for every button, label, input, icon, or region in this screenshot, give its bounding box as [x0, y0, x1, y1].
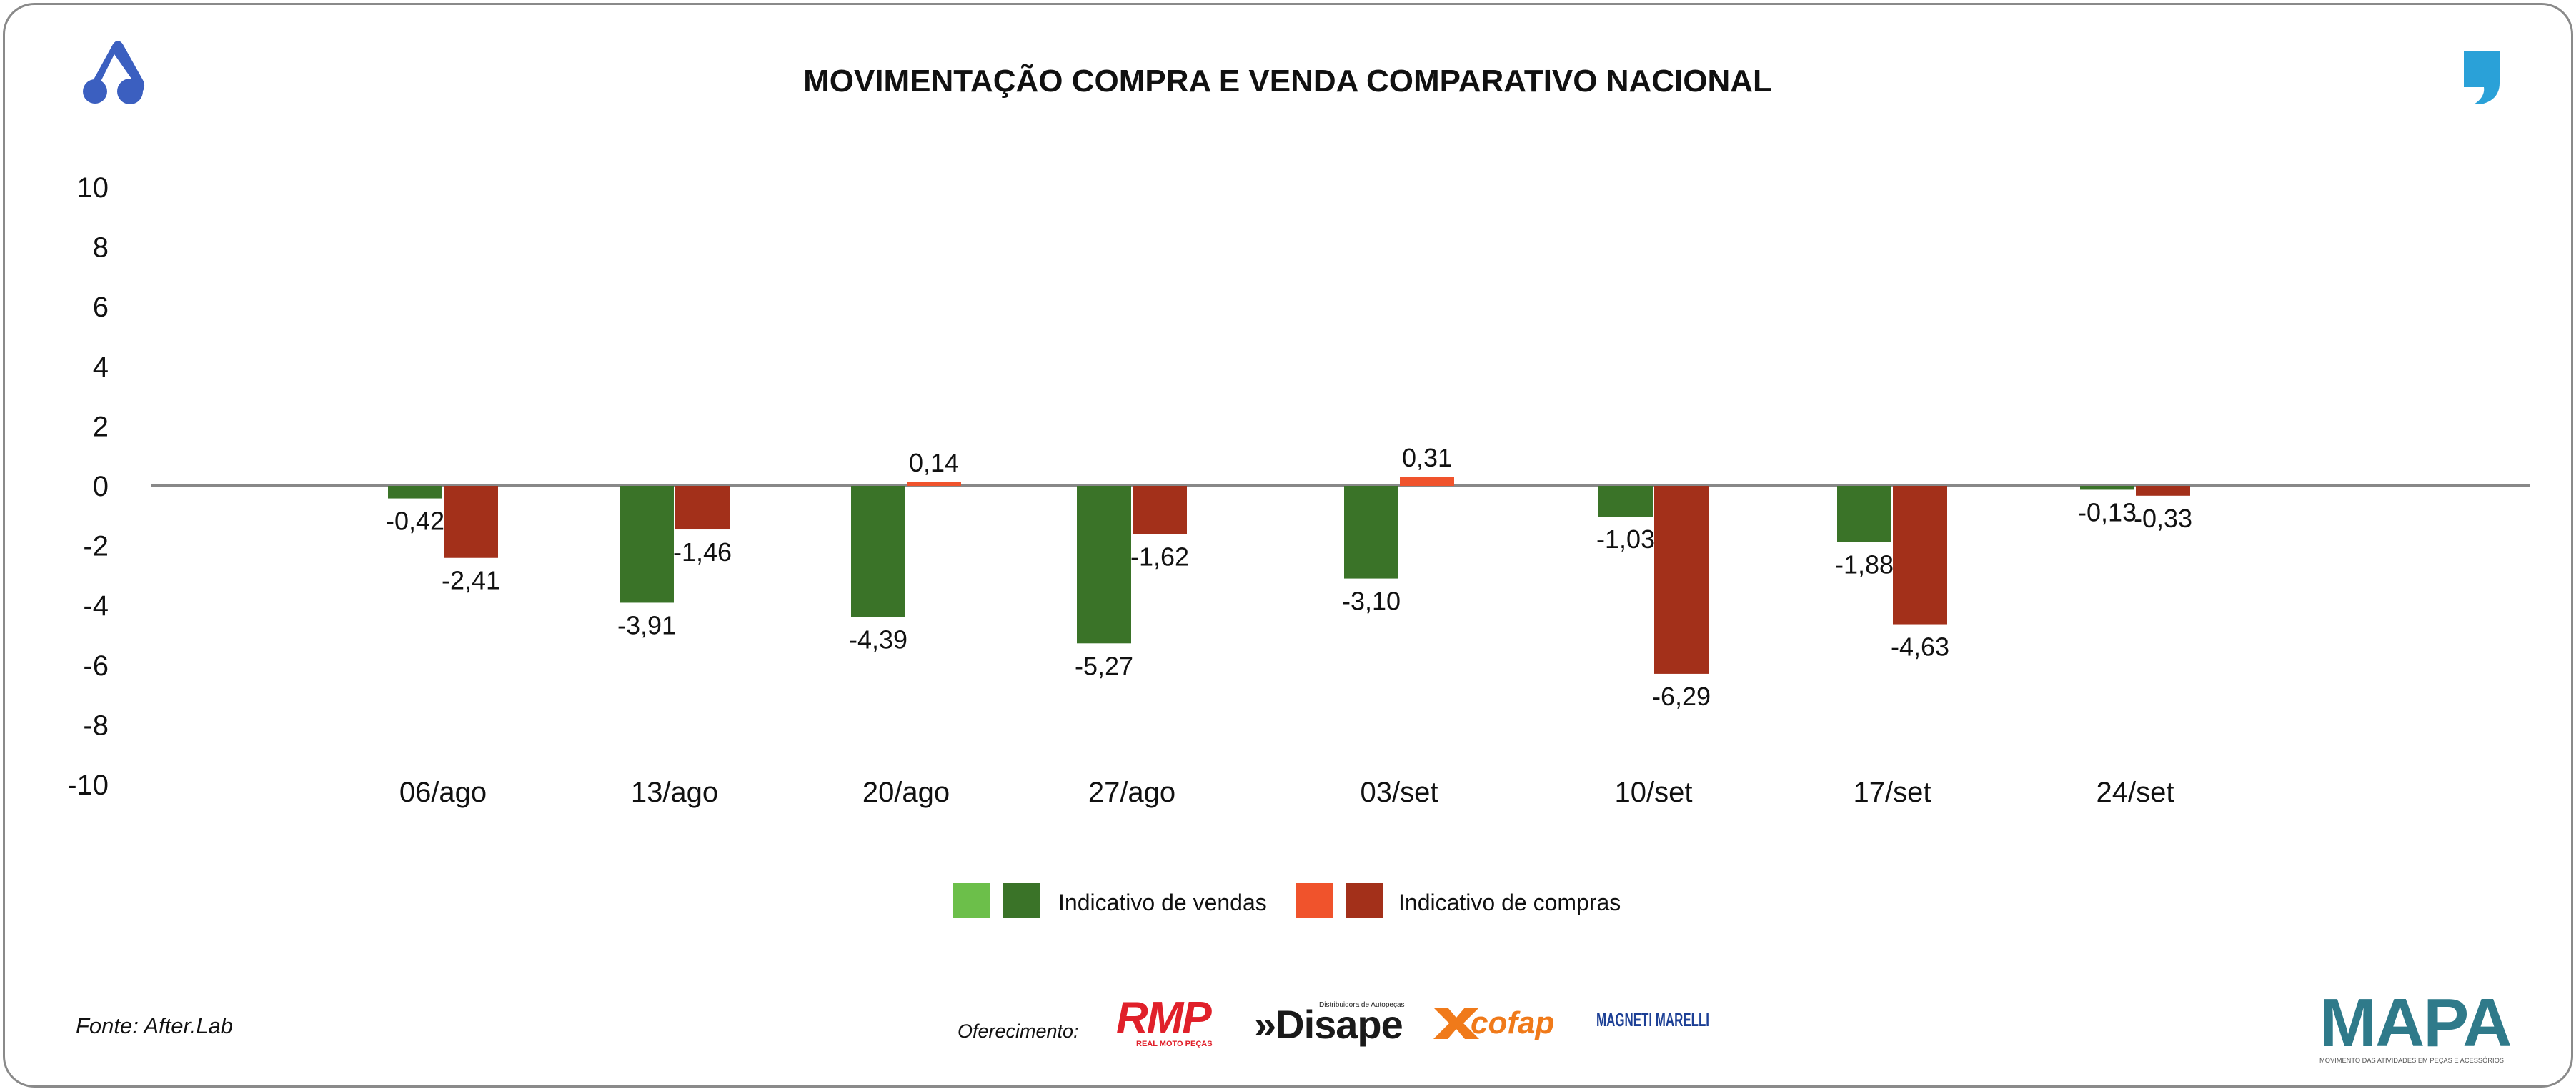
- data-label-compras: 0,14: [909, 448, 959, 477]
- data-label-compras: -1,62: [1130, 542, 1189, 572]
- data-label-compras: 0,31: [1402, 443, 1452, 472]
- bar-vendas: [388, 486, 442, 499]
- data-label-vendas: -4,39: [849, 625, 907, 655]
- data-label-vendas: -1,88: [1835, 550, 1894, 580]
- sponsor-logo-disape: Distribuidora de Autopeças »Disape: [1254, 1001, 1405, 1047]
- y-tick-label: -10: [67, 770, 109, 801]
- data-labels: -0,42 -2,41 -3,91 -1,46 -4,39 0,14 -5,27 -1,62 -…: [386, 443, 2192, 711]
- bar-vendas: [1837, 486, 1891, 542]
- data-label-vendas: -0,42: [386, 507, 444, 536]
- bar-compras: [444, 486, 498, 558]
- svg-text:MAGNETI MARELLI: MAGNETI MARELLI: [1596, 1009, 1709, 1030]
- svg-text:REAL MOTO PEÇAS: REAL MOTO PEÇAS: [1136, 1040, 1213, 1048]
- svg-text:cofap: cofap: [1471, 1005, 1554, 1040]
- bar-vendas: [620, 486, 674, 603]
- svg-text:Distribuidora de Autopeças: Distribuidora de Autopeças: [1319, 1001, 1405, 1009]
- data-label-compras: -6,29: [1652, 682, 1711, 711]
- data-label-vendas: -3,91: [617, 610, 676, 640]
- bar-compras: [907, 482, 961, 486]
- data-label-vendas: -5,27: [1075, 651, 1133, 680]
- y-tick-label: -2: [83, 531, 109, 562]
- y-axis-ticks: 10 8 6 4 2 0 -2 -4 -6 -8 -10: [67, 172, 109, 801]
- x-tick-label: 17/set: [1854, 777, 1931, 808]
- y-tick-label: 2: [93, 411, 109, 442]
- bars: [388, 477, 2190, 674]
- svg-text:MAPA: MAPA: [2319, 985, 2511, 1061]
- x-tick-label: 24/set: [2097, 777, 2174, 808]
- bar-vendas: [1077, 486, 1131, 644]
- x-tick-label: 10/set: [1615, 777, 1693, 808]
- data-label-compras: -0,33: [2134, 504, 2192, 533]
- data-label-compras: -4,63: [1891, 632, 1949, 662]
- after-logo: [83, 41, 145, 104]
- svg-text:MOVIMENTO DAS ATIVIDADES EM PE: MOVIMENTO DAS ATIVIDADES EM PEÇAS E ACES…: [2319, 1057, 2504, 1064]
- sponsor-logo-cofap: cofap: [1433, 1005, 1554, 1040]
- data-label-compras: -2,41: [442, 566, 500, 595]
- bar-vendas: [1598, 486, 1653, 517]
- x-tick-label: 20/ago: [862, 777, 950, 808]
- y-tick-label: 10: [77, 172, 109, 204]
- chart-title: MOVIMENTAÇÃO COMPRA E VENDA COMPARATIVO …: [803, 63, 1772, 99]
- svg-text:»Disape: »Disape: [1254, 1002, 1403, 1047]
- bar-compras: [1654, 486, 1709, 674]
- sponsor-label: Oferecimento:: [958, 1020, 1079, 1042]
- y-tick-label: -4: [83, 590, 109, 622]
- legend-swatch-vendas: [1003, 883, 1040, 918]
- sponsor-logo-magneti-marelli: MAGNETI MARELLI: [1596, 1009, 1709, 1030]
- y-tick-label: 6: [93, 292, 109, 323]
- x-axis-categories: 06/ago 13/ago 20/ago 27/ago 03/set 10/set 17/s…: [399, 777, 2174, 808]
- x-tick-label: 27/ago: [1088, 777, 1175, 808]
- y-tick-label: 4: [93, 352, 109, 383]
- x-tick-label: 03/set: [1361, 777, 1438, 808]
- legend-swatch-vendas-light: [953, 883, 990, 918]
- quote-icon: [2464, 51, 2500, 104]
- bar-vendas: [1344, 486, 1398, 579]
- data-label-compras: -1,46: [673, 537, 732, 567]
- y-tick-label: -8: [83, 710, 109, 741]
- legend-label-compras: Indicativo de compras: [1398, 890, 1621, 915]
- data-label-vendas: -0,13: [2078, 497, 2137, 527]
- chart-frame: [3, 3, 2573, 1088]
- bar-compras: [1400, 477, 1454, 486]
- legend: Indicativo de vendas Indicativo de compr…: [953, 883, 1621, 918]
- bar-compras: [1893, 486, 1947, 625]
- source-note: Fonte: After.Lab: [76, 1013, 233, 1038]
- y-tick-label: -6: [83, 650, 109, 682]
- y-tick-label: 0: [93, 471, 109, 502]
- bar-compras: [2136, 486, 2190, 496]
- bar-vendas: [851, 486, 905, 617]
- bar-vendas: [2080, 486, 2134, 490]
- y-tick-label: 8: [93, 232, 109, 264]
- legend-label-vendas: Indicativo de vendas: [1058, 890, 1267, 915]
- data-label-vendas: -1,03: [1596, 524, 1655, 554]
- legend-swatch-compras-light: [1296, 883, 1333, 918]
- bar-compras: [1133, 486, 1187, 534]
- legend-swatch-compras: [1346, 883, 1383, 918]
- data-label-vendas: -3,10: [1342, 587, 1401, 616]
- x-tick-label: 13/ago: [631, 777, 718, 808]
- mapa-logo: MAPA MOVIMENTO DAS ATIVIDADES EM PEÇAS E…: [2319, 985, 2512, 1064]
- sponsor-logo-rmp: RMP REAL MOTO PEÇAS: [1116, 993, 1213, 1048]
- svg-text:RMP: RMP: [1116, 993, 1212, 1043]
- bar-compras: [675, 486, 730, 530]
- x-tick-label: 06/ago: [399, 777, 487, 808]
